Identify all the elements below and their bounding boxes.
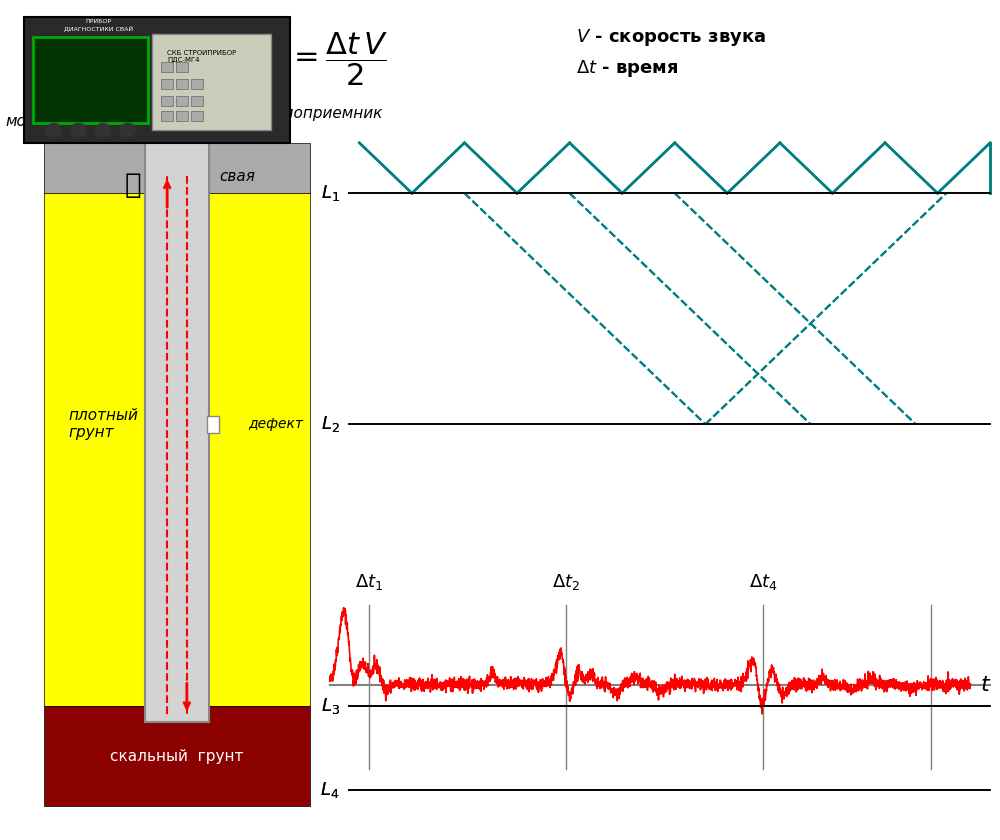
Text: 🔨: 🔨 — [124, 171, 141, 199]
Text: $\Delta t$ - время: $\Delta t$ - время — [576, 59, 679, 80]
FancyBboxPatch shape — [191, 111, 203, 121]
Circle shape — [120, 123, 136, 137]
Text: сейсмоприемник: сейсмоприемник — [246, 106, 382, 121]
Text: свая: свая — [219, 169, 255, 184]
FancyBboxPatch shape — [44, 193, 310, 706]
Circle shape — [71, 123, 86, 137]
FancyBboxPatch shape — [145, 126, 209, 722]
Text: молоток: молоток — [5, 114, 73, 129]
FancyBboxPatch shape — [176, 62, 188, 72]
Text: $L_4$: $L_4$ — [320, 780, 340, 800]
Text: $L = \dfrac{\Delta t\, V}{2}$: $L = \dfrac{\Delta t\, V}{2}$ — [271, 30, 388, 87]
Text: $L_3$: $L_3$ — [321, 696, 340, 716]
Text: скальный  грунт: скальный грунт — [110, 748, 244, 764]
FancyBboxPatch shape — [191, 79, 203, 89]
Text: $L_1$: $L_1$ — [321, 183, 340, 203]
Text: $\Delta t_1$: $\Delta t_1$ — [355, 572, 383, 592]
Text: $L_3$: $L_3$ — [321, 696, 340, 716]
FancyBboxPatch shape — [162, 113, 192, 134]
Text: дефект: дефект — [248, 417, 303, 431]
Text: плотный
грунт: плотный грунт — [69, 408, 138, 440]
Text: СКБ СТРОИПРИБОР
ПДС-МГ4: СКБ СТРОИПРИБОР ПДС-МГ4 — [167, 50, 236, 63]
Text: $L_1$: $L_1$ — [321, 183, 340, 203]
Text: $V$ - скорость звука: $V$ - скорость звука — [576, 28, 766, 49]
FancyBboxPatch shape — [24, 17, 290, 143]
FancyBboxPatch shape — [161, 96, 173, 106]
FancyBboxPatch shape — [359, 143, 990, 806]
FancyBboxPatch shape — [161, 111, 173, 121]
Text: $t$: $t$ — [980, 675, 992, 695]
Text: $L_2$: $L_2$ — [321, 414, 340, 434]
FancyBboxPatch shape — [33, 37, 148, 123]
Text: $L_2$: $L_2$ — [321, 414, 340, 434]
FancyBboxPatch shape — [207, 416, 219, 433]
Text: $L_4$: $L_4$ — [320, 780, 340, 800]
FancyBboxPatch shape — [161, 79, 173, 89]
Circle shape — [46, 123, 62, 137]
FancyBboxPatch shape — [176, 79, 188, 89]
FancyBboxPatch shape — [191, 96, 203, 106]
FancyBboxPatch shape — [176, 111, 188, 121]
FancyBboxPatch shape — [44, 143, 310, 193]
FancyBboxPatch shape — [44, 706, 310, 806]
Text: $\Delta t_4$: $\Delta t_4$ — [749, 572, 778, 592]
Circle shape — [95, 123, 111, 137]
Text: $\Delta t_2$: $\Delta t_2$ — [552, 572, 580, 592]
FancyBboxPatch shape — [152, 34, 271, 130]
FancyBboxPatch shape — [161, 62, 173, 72]
Text: ПРИБОР
ДИАГНОСТИКИ СВАЙ: ПРИБОР ДИАГНОСТИКИ СВАЙ — [64, 19, 133, 31]
FancyBboxPatch shape — [176, 96, 188, 106]
